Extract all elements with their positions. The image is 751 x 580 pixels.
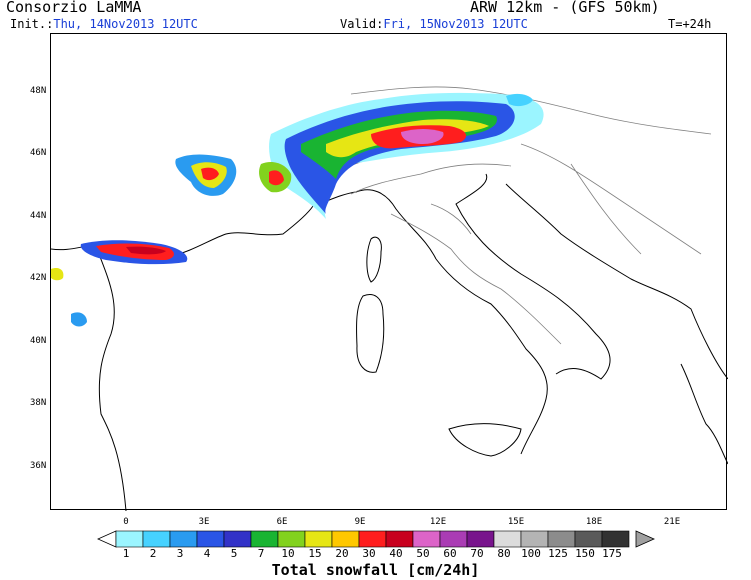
colorbar-label: 1 [122, 547, 130, 560]
snowfall-map [51, 86, 728, 511]
colorbar-swatch [520, 530, 549, 548]
border-alps [350, 163, 512, 195]
lon-tick: 15E [507, 517, 525, 527]
lon-tick: 9E [354, 517, 366, 527]
lon-tick: 12E [429, 517, 447, 527]
init-label: Init.: [10, 17, 54, 31]
coastline-adriatic-east [505, 183, 728, 380]
colorbar-label: 50 [416, 547, 430, 560]
valid-label: Valid: [340, 17, 384, 31]
colorbar-right-arrow [635, 530, 655, 548]
map-frame [50, 33, 728, 511]
colorbar-swatch [466, 530, 495, 548]
lon-tick: 0 [123, 517, 129, 527]
border-central-europe [350, 86, 712, 135]
colorbar-swatch [601, 530, 630, 548]
snowfall-shading [51, 92, 544, 327]
coastline-ligurian [312, 189, 437, 260]
coastline-sicily [448, 423, 522, 457]
valid-time: Valid:Fri, 15Nov2013 12UTC [340, 17, 528, 31]
colorbar-label: 100 [521, 547, 541, 560]
colorbar-swatch [250, 530, 279, 548]
border-italy-regions [390, 203, 562, 345]
colorbar-label: 3 [176, 547, 184, 560]
init-value: Thu, 14Nov2013 12UTC [53, 17, 198, 31]
lat-tick: 38N [30, 398, 47, 408]
lon-tick: 6E [276, 517, 288, 527]
coastline-italy-east [455, 173, 611, 380]
coastline-italy-west [435, 258, 548, 455]
lat-tick: 40N [30, 336, 47, 346]
colorbar-label: 80 [497, 547, 511, 560]
colorbar [97, 530, 655, 548]
colorbar-swatch [412, 530, 441, 548]
colorbar-label: 175 [602, 547, 622, 560]
init-time: Init.:Thu, 14Nov2013 12UTC [10, 17, 198, 31]
lat-tick: 46N [30, 148, 47, 158]
lat-tick: 42N [30, 273, 47, 283]
colorbar-swatch [115, 530, 144, 548]
lon-tick: 21E [663, 517, 681, 527]
colorbar-label: 7 [257, 547, 265, 560]
colorbar-swatch [547, 530, 576, 548]
coastline-greece [680, 363, 728, 465]
border-balkans [520, 143, 702, 255]
colorbar-label: 125 [548, 547, 568, 560]
colorbar-swatch [169, 530, 198, 548]
colorbar-left-arrow [97, 530, 117, 548]
colorbar-swatch [493, 530, 522, 548]
colorbar-swatch [358, 530, 387, 548]
colorbar-swatch [304, 530, 333, 548]
colorbar-label: 60 [443, 547, 457, 560]
colorbar-label: 30 [362, 547, 376, 560]
lon-tick: 18E [585, 517, 603, 527]
model-title: ARW 12km - (GFS 50km) [470, 0, 660, 16]
colorbar-swatch [439, 530, 468, 548]
colorbar-label: 5 [230, 547, 238, 560]
colorbar-label: 40 [389, 547, 403, 560]
colorbar-label: 70 [470, 547, 484, 560]
colorbar-swatch [196, 530, 225, 548]
colorbar-label: 20 [335, 547, 349, 560]
colorbar-swatch [574, 530, 603, 548]
colorbar-label: 150 [575, 547, 595, 560]
colorbar-label: 2 [149, 547, 157, 560]
colorbar-swatch [385, 530, 414, 548]
lon-tick: 3E [198, 517, 210, 527]
colorbar-label: 4 [203, 547, 211, 560]
colorbar-swatch [331, 530, 360, 548]
colorbar-label: 15 [308, 547, 322, 560]
producer-title: Consorzio LaMMA [6, 0, 142, 16]
lat-tick: 48N [30, 86, 47, 96]
coastline-corsica [366, 236, 382, 283]
colorbar-swatch [142, 530, 171, 548]
colorbar-swatch [223, 530, 252, 548]
colorbar-title: Total snowfall [cm/24h] [271, 561, 480, 579]
coastline-sardinia [356, 294, 385, 373]
lat-tick: 44N [30, 211, 47, 221]
valid-value: Fri, 15Nov2013 12UTC [383, 17, 528, 31]
forecast-step: T=+24h [668, 17, 712, 31]
coastline-spain-east [95, 245, 127, 511]
colorbar-label: 10 [281, 547, 295, 560]
lat-tick: 36N [30, 461, 47, 471]
colorbar-swatch [277, 530, 306, 548]
